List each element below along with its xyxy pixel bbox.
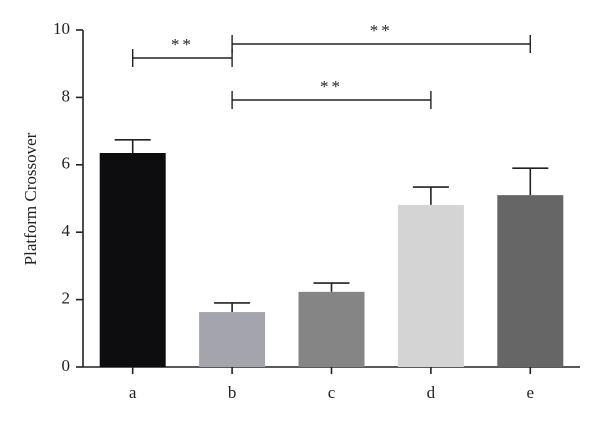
x-tick-label: c xyxy=(328,383,336,402)
significance-label: ** xyxy=(370,21,393,40)
significance-bracket xyxy=(231,35,531,53)
y-tick-label: 2 xyxy=(62,289,71,308)
bar xyxy=(298,291,365,367)
y-axis-label: Platform Crossover xyxy=(21,132,40,265)
significance-label: ** xyxy=(171,35,194,54)
y-tick-label: 10 xyxy=(53,19,70,38)
y-tick-label: 8 xyxy=(62,86,71,105)
bar xyxy=(497,195,564,367)
bar xyxy=(199,312,266,367)
x-tick-label: a xyxy=(129,383,137,402)
y-tick-label: 0 xyxy=(62,356,71,375)
bar xyxy=(99,153,166,367)
y-tick-label: 4 xyxy=(62,221,71,240)
x-tick-label: b xyxy=(228,383,237,402)
significance-bracket xyxy=(231,91,432,109)
bar xyxy=(397,204,464,367)
x-tick-label: e xyxy=(527,383,535,402)
y-tick-label: 6 xyxy=(62,154,71,173)
x-tick-label: d xyxy=(427,383,436,402)
significance-label: ** xyxy=(320,77,343,96)
